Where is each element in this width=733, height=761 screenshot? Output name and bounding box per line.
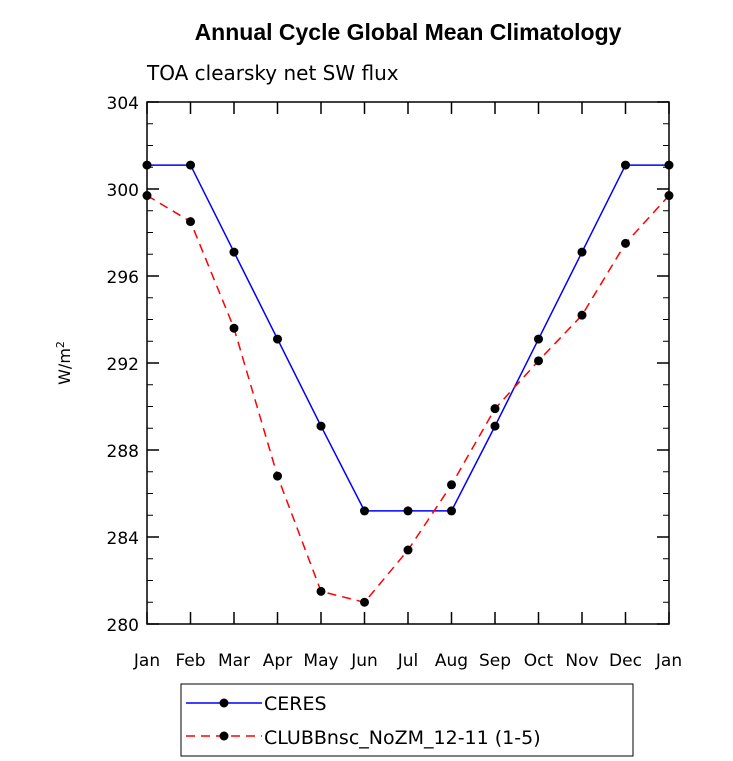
series-0-point: [273, 334, 282, 344]
x-tick-label: Aug: [435, 651, 468, 671]
minor-ticks: [147, 123, 669, 603]
y-tick-label: 296: [107, 268, 139, 288]
legend-label-clubb: CLUBBnsc_NoZM_12-11 (1-5): [264, 727, 541, 749]
legend-label-ceres: CERES: [264, 693, 327, 715]
series-0-point: [490, 421, 500, 431]
series-1-point: [273, 471, 282, 481]
series-1-point: [490, 404, 500, 414]
x-tick-labels: Jan Feb Mar Apr May Jun Jul Aug Sep Oct Nov Dec Jan: [133, 651, 682, 671]
series-layer: [142, 160, 674, 607]
series-0-point: [621, 160, 630, 170]
series-line-1: [146, 194, 670, 604]
series-1-point: [577, 310, 587, 320]
series-0-point: [360, 506, 369, 516]
x-tick-label: Jun: [350, 651, 378, 671]
series-0-point: [316, 421, 326, 431]
y-tick-label: 284: [107, 529, 139, 549]
x-tick-label: Mar: [218, 651, 250, 671]
series-0-point: [142, 160, 152, 170]
chart-subtitle: TOA clearsky net SW flux: [146, 61, 399, 85]
legend-marker-clubb: [219, 731, 229, 741]
x-tick-label: Jul: [397, 651, 419, 671]
y-axis-label: W/m2: [54, 341, 74, 385]
series-0-point: [577, 247, 587, 257]
series-0-point: [229, 247, 239, 257]
x-tick-label: Feb: [175, 651, 205, 671]
x-tick-label: Dec: [609, 651, 642, 671]
x-tick-label: Nov: [565, 651, 598, 671]
series-1-point: [534, 356, 543, 366]
series-0-point: [403, 506, 413, 516]
x-tick-label: Sep: [479, 651, 511, 671]
x-tick-label: Oct: [524, 651, 554, 671]
series-0-point: [186, 160, 195, 170]
x-tick-label: Jan: [655, 651, 682, 671]
legend-marker-ceres: [219, 698, 229, 708]
y-tick-label: 300: [107, 181, 139, 201]
series-0-point: [664, 160, 674, 170]
series-1-point: [621, 238, 630, 248]
y-tick-label: 304: [107, 94, 139, 114]
y-tick-labels: 280 284 288 292 296 300 304: [107, 94, 139, 636]
major-ticks: [146, 101, 670, 625]
series-1-point: [142, 191, 152, 201]
series-1-point: [316, 586, 326, 596]
y-tick-label: 280: [107, 616, 139, 636]
series-1-point: [360, 597, 369, 607]
y-tick-label: 292: [107, 355, 139, 375]
series-1-point: [447, 480, 456, 490]
x-tick-label: Apr: [263, 651, 292, 671]
series-1-point: [664, 191, 674, 201]
legend-box: [180, 683, 634, 757]
y-axis-label-sup: 2: [54, 341, 67, 348]
y-tick-label: 288: [107, 442, 139, 462]
series-0-point: [534, 334, 543, 344]
legend: CERES CLUBBnsc_NoZM_12-11 (1-5): [180, 683, 634, 757]
series-line-0: [147, 164, 669, 512]
y-axis-label-main: W/m: [55, 348, 74, 385]
x-tick-label: May: [303, 651, 338, 671]
x-tick-label: Jan: [133, 651, 160, 671]
series-1-point: [403, 545, 413, 555]
series-0-point: [447, 506, 456, 516]
series-1-point: [186, 217, 195, 227]
chart-title: Annual Cycle Global Mean Climatology: [195, 19, 622, 45]
series-1-point: [229, 323, 239, 333]
